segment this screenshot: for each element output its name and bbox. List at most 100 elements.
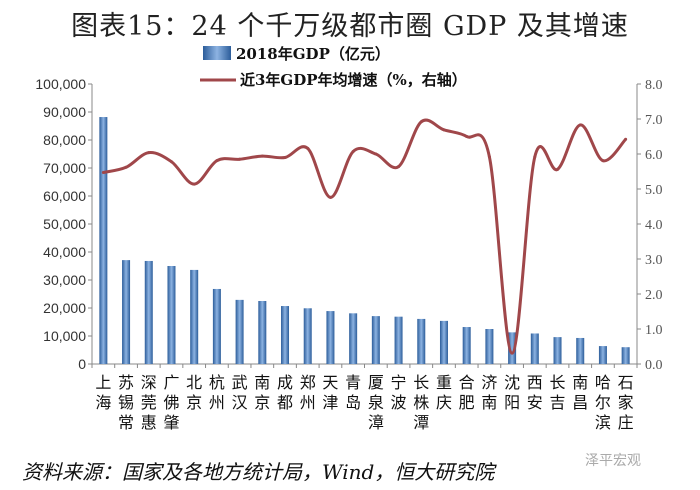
- x-tick-label: 吉: [550, 393, 566, 412]
- left-tick-label: 100,000: [35, 76, 86, 92]
- x-tick-label: 南: [572, 373, 588, 392]
- x-tick-label: 广: [163, 373, 179, 392]
- x-tick-label: 南: [481, 393, 497, 412]
- bar-哈尔滨: [598, 346, 607, 364]
- x-tick-label: 杭: [209, 373, 225, 392]
- x-tick-label: 津: [322, 393, 338, 412]
- x-tick-label: 上: [95, 373, 111, 392]
- right-tick-label: 8.0: [645, 78, 663, 93]
- x-tick-label: 锡: [118, 393, 134, 412]
- watermark: 泽平宏观: [585, 453, 641, 469]
- x-tick-label: 波: [391, 393, 407, 412]
- right-tick-label: 2.0: [645, 288, 663, 303]
- growth-point-长吉: [556, 167, 560, 171]
- growth-point-青岛: [351, 150, 355, 154]
- bar-厦泉漳: [371, 316, 380, 364]
- x-tick-label: 合: [459, 373, 475, 392]
- x-tick-label: 肇: [163, 413, 179, 432]
- left-tick-label: 40,000: [43, 244, 86, 260]
- growth-point-哈尔滨: [601, 159, 605, 163]
- left-tick-label: 80,000: [43, 132, 86, 148]
- x-tick-label: 西: [527, 373, 543, 392]
- growth-line: [103, 118, 627, 355]
- x-tick-label: 长: [550, 373, 566, 392]
- growth-point-厦泉漳: [374, 152, 378, 156]
- x-tick-label: 苏: [118, 373, 134, 392]
- x-tick-label: 京: [254, 393, 270, 412]
- x-tick-label: 厦: [368, 373, 384, 392]
- x-tick-label: 宁: [391, 373, 407, 392]
- growth-point-天津: [328, 195, 332, 199]
- bar-南昌: [576, 337, 585, 364]
- growth-point-沈阳: [510, 351, 514, 355]
- right-tick-label: 6.0: [645, 148, 663, 163]
- right-tick-label: 3.0: [645, 253, 663, 268]
- x-tick-label: 武: [232, 373, 248, 392]
- x-tick-label: 家: [618, 393, 634, 412]
- growth-point-广佛肇: [169, 160, 173, 164]
- growth-point-南昌: [578, 123, 582, 127]
- x-tick-label: 泉: [368, 393, 384, 412]
- growth-point-郑州: [306, 146, 310, 150]
- x-tick-label: 沈: [504, 373, 520, 392]
- x-tick-label: 京: [186, 393, 202, 412]
- x-tick-label: 成: [277, 373, 293, 392]
- left-tick-label: 20,000: [43, 300, 86, 316]
- legend-bar-label: 2018年GDP（亿元）: [236, 45, 390, 63]
- left-tick-label: 90,000: [43, 104, 86, 120]
- x-tick-label: 莞: [141, 393, 157, 412]
- bar-石家庄: [621, 347, 630, 364]
- right-tick-label: 4.0: [645, 218, 663, 233]
- bar-沈阳: [508, 332, 517, 364]
- bar-济南: [485, 329, 494, 364]
- bar-天津: [326, 311, 335, 364]
- bar-苏锡常: [122, 260, 131, 364]
- x-tick-label: 滨: [595, 413, 611, 432]
- x-tick-label: 安: [527, 393, 543, 412]
- bar-成都: [281, 306, 290, 364]
- x-tick-label: 常: [118, 413, 134, 432]
- bar-长吉: [553, 337, 562, 364]
- chart-title: 图表15：24 个千万级都市圈 GDP 及其增速: [71, 11, 629, 42]
- bar-合肥: [462, 327, 471, 364]
- bar-宁波: [394, 316, 403, 364]
- x-tick-label: 汉: [232, 393, 248, 412]
- growth-point-深莞惠: [147, 151, 151, 155]
- growth-point-宁波: [397, 165, 401, 169]
- bar-广佛肇: [167, 266, 176, 364]
- left-tick-label: 70,000: [43, 160, 86, 176]
- bar-郑州: [303, 308, 312, 364]
- source-note: 资料来源：国家及各地方统计局，Wind，恒大研究院: [22, 460, 495, 484]
- x-tick-label: 青: [345, 373, 361, 392]
- bar-上海: [99, 117, 108, 364]
- legend-line-label: 近3年GDP年均增速（%，右轴）: [240, 71, 467, 89]
- growth-point-石家庄: [624, 137, 628, 141]
- x-tick-label: 尔: [595, 393, 611, 412]
- x-tick-label: 州: [300, 393, 316, 412]
- bar-长株潭: [417, 318, 426, 364]
- x-tick-label: 昌: [572, 393, 588, 412]
- growth-point-重庆: [442, 128, 446, 132]
- growth-point-济南: [487, 155, 491, 159]
- right-tick-label: 1.0: [645, 323, 663, 338]
- bar-南京: [258, 301, 267, 364]
- left-tick-label: 0: [78, 356, 86, 372]
- x-tick-label: 天: [322, 373, 338, 392]
- bar-北京: [190, 269, 199, 364]
- x-tick-label: 郑: [300, 373, 316, 392]
- right-tick-label: 7.0: [645, 113, 663, 128]
- growth-point-上海: [101, 171, 105, 175]
- growth-point-成都: [283, 156, 287, 159]
- left-tick-label: 30,000: [43, 272, 86, 288]
- growth-point-北京: [192, 182, 196, 186]
- x-tick-label: 肥: [459, 393, 475, 412]
- growth-point-西安: [533, 155, 537, 159]
- bar-西安: [530, 333, 539, 364]
- x-tick-label: 惠: [141, 413, 157, 432]
- x-tick-label: 南: [254, 373, 270, 392]
- bar-杭州: [212, 288, 221, 364]
- left-tick-label: 50,000: [43, 216, 86, 232]
- growth-point-武汉: [238, 157, 242, 161]
- x-tick-label: 庄: [618, 413, 634, 432]
